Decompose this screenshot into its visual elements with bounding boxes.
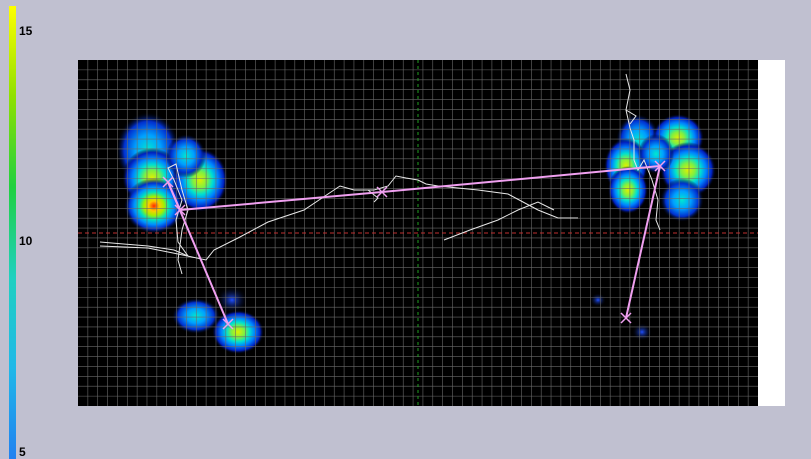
color-scale-bar: [9, 6, 16, 459]
trajectory-traces: [99, 73, 661, 275]
heatmap-canvas[interactable]: [78, 60, 758, 406]
heatmap-svg: [78, 60, 758, 406]
node-markers: [162, 160, 666, 330]
scale-label-min: 5: [19, 445, 26, 459]
heat-blobs: [116, 112, 716, 354]
scale-label-max: 15: [19, 24, 33, 38]
link-lines: [167, 165, 661, 325]
scale-label-mid: 10: [19, 234, 33, 248]
side-strip: [758, 60, 785, 406]
